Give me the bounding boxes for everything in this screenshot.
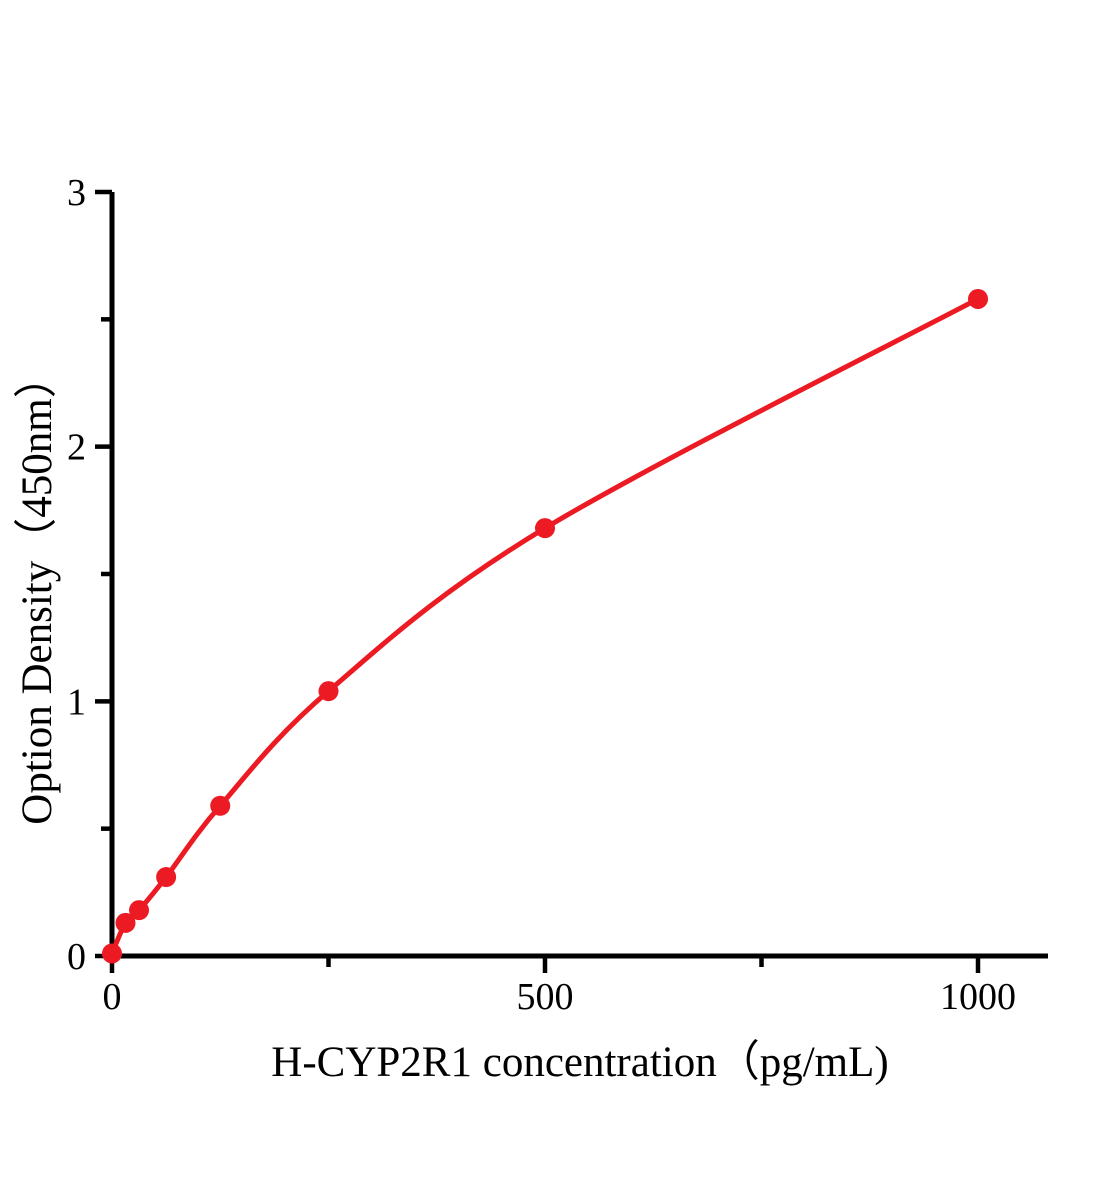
x-tick-label: 1000 (940, 976, 1016, 1018)
data-point-marker (318, 681, 339, 702)
y-tick-label: 1 (67, 681, 86, 723)
data-point-marker (210, 795, 231, 816)
x-axis-title: H-CYP2R1 concentration（pg/mL) (271, 1039, 889, 1086)
fit-curve (109, 296, 981, 956)
data-point-marker (129, 900, 150, 921)
data-point-marker (535, 518, 555, 539)
x-tick-label: 500 (517, 976, 574, 1018)
y-tick-label: 2 (67, 427, 86, 469)
axes-group (95, 189, 1048, 973)
data-point-marker (968, 288, 988, 309)
x-tick-label: 0 (103, 976, 122, 1018)
data-point-marker (156, 867, 177, 888)
tick-labels-group: 0 500 1000 0 1 2 3 (67, 172, 1016, 1018)
y-tick-label: 3 (67, 172, 86, 214)
data-point-marker (102, 943, 122, 964)
series-group (102, 288, 988, 964)
y-tick-label: 0 (67, 936, 86, 978)
y-axis-title: Option Density（450nm） (14, 355, 61, 825)
axis-lines (109, 192, 1048, 959)
data-point-marker (115, 912, 136, 933)
